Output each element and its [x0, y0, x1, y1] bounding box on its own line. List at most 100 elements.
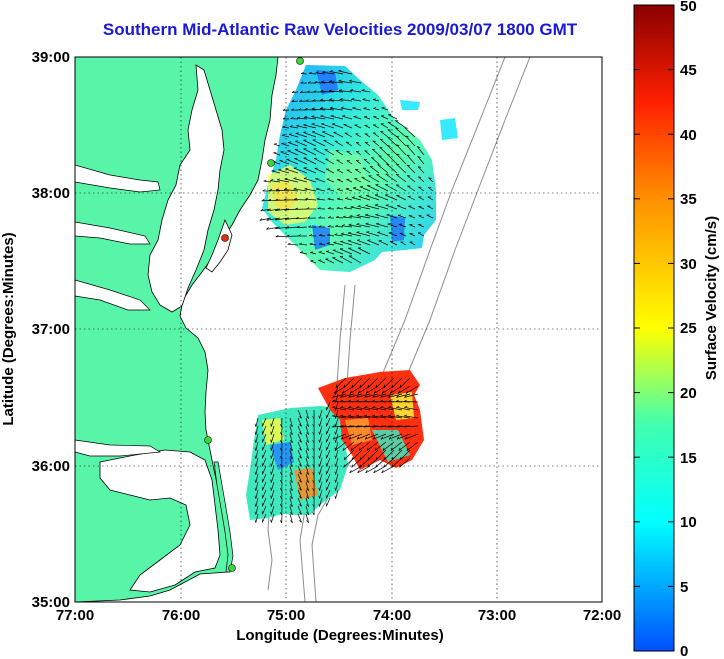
velocity-vector [289, 513, 293, 523]
colorbar-tick-label: 50 [680, 0, 697, 15]
velocity-vector [372, 132, 380, 138]
velocity-vector-head [318, 251, 322, 253]
velocity-vector [380, 123, 389, 129]
velocity-vector-head [270, 439, 272, 443]
velocity-vector-head [362, 98, 366, 100]
velocity-vector [311, 116, 326, 120]
velocity-vector [387, 121, 398, 129]
velocity-vector [357, 465, 371, 474]
velocity-vector-head [347, 425, 351, 428]
velocity-vector-head [280, 504, 283, 508]
velocity-vector-head [318, 471, 320, 475]
velocity-vector [354, 124, 362, 129]
velocity-vector-head [266, 227, 269, 230]
velocity-vector [326, 465, 331, 475]
velocity-vector [308, 73, 317, 75]
velocity-vector [365, 205, 380, 210]
velocity-vector [365, 465, 379, 474]
south-vectors [254, 377, 419, 524]
velocity-vector [356, 406, 371, 411]
velocity-vector-head [297, 116, 301, 119]
velocity-vector [305, 497, 309, 507]
velocity-vector [365, 223, 380, 228]
velocity-vector-head [312, 99, 316, 102]
velocity-vector-head [371, 425, 375, 428]
velocity-vector-head [358, 447, 361, 451]
velocity-vector-head [366, 447, 369, 451]
velocity-vector [378, 240, 389, 246]
x-tick-label: 72:00 [583, 607, 621, 624]
velocity-vector-head [334, 471, 336, 475]
velocity-vector-head [254, 455, 257, 459]
velocity-vector [353, 187, 362, 192]
velocity-vector [386, 163, 398, 174]
velocity-vector-head [379, 425, 383, 428]
velocity-vector [267, 208, 281, 212]
velocity-vector-head [282, 125, 286, 128]
velocity-vector-head [356, 223, 360, 225]
velocity-vector-head [339, 98, 343, 100]
velocity-vector [343, 449, 355, 461]
velocity-vector [297, 457, 302, 467]
velocity-vector [315, 178, 326, 183]
colorbar-tick-label: 5 [680, 579, 688, 596]
velocity-vector-head [396, 406, 400, 408]
velocity-vector-head [332, 395, 335, 398]
velocity-vector [428, 177, 434, 183]
velocity-vector-head [387, 425, 391, 428]
velocity-vector-head [300, 251, 304, 253]
velocity-vector-head [334, 399, 336, 403]
velocity-vector [348, 393, 363, 398]
velocity-vector-head [290, 488, 293, 491]
velocity-vector-head [353, 115, 357, 117]
velocity-vector-head [356, 406, 360, 408]
velocity-vector-head [350, 447, 353, 451]
velocity-vector-head [270, 423, 272, 427]
velocity-vector-head [290, 116, 294, 119]
velocity-vector [339, 248, 353, 255]
velocity-vector-head [296, 225, 300, 228]
velocity-vector [427, 187, 434, 192]
velocity-vector-head [380, 395, 383, 398]
velocity-vector-head [366, 194, 370, 196]
velocity-vector-head [356, 436, 360, 440]
velocity-vector [326, 457, 331, 467]
velocity-vector [387, 145, 398, 156]
velocity-vector [335, 393, 339, 403]
velocity-vector-head [280, 480, 283, 484]
velocity-vector-head [364, 150, 368, 152]
velocity-vector [320, 99, 335, 102]
velocity-vector-head [280, 496, 283, 500]
velocity-vector-head [261, 199, 265, 202]
velocity-vector [326, 401, 331, 411]
velocity-vector [297, 417, 302, 427]
velocity-vector-head [365, 204, 369, 206]
velocity-vector [404, 127, 416, 138]
velocity-vector-head [349, 79, 353, 82]
velocity-vector-head [340, 240, 344, 242]
velocity-vector [330, 115, 344, 120]
velocity-vector [406, 154, 416, 165]
velocity-vector [262, 505, 267, 515]
velocity-vector-head [306, 432, 309, 435]
velocity-vector-head [380, 138, 384, 141]
velocity-vector [297, 117, 308, 120]
velocity-vector-head [254, 519, 257, 523]
velocity-vector [335, 449, 339, 459]
velocity-vector [345, 188, 353, 192]
velocity-vector-head [254, 495, 257, 499]
velocity-vector [396, 205, 407, 210]
velocity-vector [348, 247, 362, 255]
velocity-vector [262, 513, 267, 523]
velocity-vector-head [348, 231, 352, 234]
velocity-vector-head [417, 146, 421, 148]
velocity-vector [376, 223, 389, 228]
velocity-vector [339, 425, 355, 428]
velocity-vector [390, 441, 403, 451]
velocity-vector-head [335, 224, 339, 227]
velocity-vector-head [282, 117, 286, 120]
velocity-vector [255, 441, 259, 451]
velocity-vector [289, 433, 293, 443]
velocity-vector [362, 167, 371, 174]
velocity-vector-head [405, 390, 408, 394]
